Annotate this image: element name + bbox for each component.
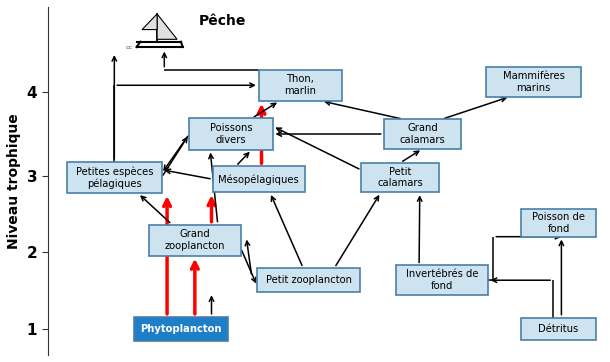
FancyBboxPatch shape (134, 317, 228, 341)
FancyBboxPatch shape (149, 224, 241, 256)
FancyBboxPatch shape (521, 209, 596, 237)
Text: Mésopélagiques: Mésopélagiques (218, 174, 299, 185)
FancyBboxPatch shape (486, 67, 581, 97)
FancyBboxPatch shape (259, 70, 342, 101)
FancyBboxPatch shape (396, 265, 488, 295)
Text: Invertébrés de
fond: Invertébrés de fond (406, 269, 478, 291)
Text: ᶜᶜ: ᶜᶜ (126, 45, 132, 55)
Text: Petit zooplancton: Petit zooplancton (266, 275, 352, 285)
Text: Petites espèces
pélagiques: Petites espèces pélagiques (76, 166, 153, 189)
Text: Détritus: Détritus (539, 324, 579, 334)
FancyBboxPatch shape (189, 118, 273, 150)
Text: Pêche: Pêche (199, 14, 246, 28)
Text: Thon,
marlin: Thon, marlin (284, 75, 317, 96)
Polygon shape (157, 14, 177, 39)
Text: Grand
calamars: Grand calamars (400, 123, 445, 145)
FancyBboxPatch shape (384, 119, 461, 149)
Text: Petit
calamars: Petit calamars (378, 167, 423, 188)
Polygon shape (142, 14, 157, 30)
FancyBboxPatch shape (362, 163, 439, 192)
FancyBboxPatch shape (67, 162, 162, 193)
FancyBboxPatch shape (521, 317, 596, 340)
Y-axis label: Niveau trophique: Niveau trophique (7, 113, 21, 249)
FancyBboxPatch shape (257, 268, 360, 292)
Text: Phytoplancton: Phytoplancton (140, 324, 221, 334)
Text: Grand
zooplancton: Grand zooplancton (165, 230, 225, 251)
Text: Poissons
divers: Poissons divers (210, 123, 253, 145)
Text: Poisson de
fond: Poisson de fond (532, 212, 585, 233)
Text: Mammifères
marins: Mammifères marins (503, 71, 565, 93)
FancyBboxPatch shape (213, 166, 304, 192)
